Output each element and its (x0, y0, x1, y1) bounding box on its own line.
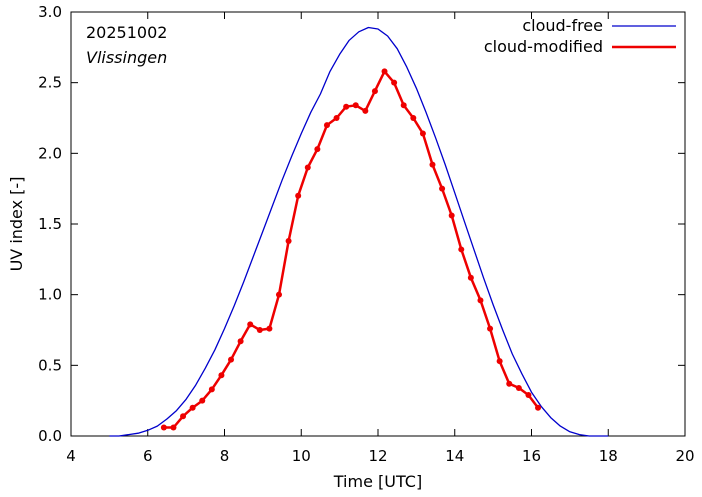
x-axis-title: Time [UTC] (333, 472, 422, 491)
data-point (410, 115, 417, 121)
y-tick-label: 2.0 (38, 144, 62, 162)
data-point (515, 384, 522, 391)
x-tick-label: 18 (599, 447, 618, 465)
y-tick-label: 0.5 (38, 356, 62, 374)
data-point (285, 237, 292, 244)
x-tick-labels: 4 6 8 10 12 14 16 18 20 (66, 447, 694, 465)
data-point (525, 392, 532, 399)
data-point (333, 115, 340, 121)
data-point (343, 103, 350, 110)
data-point (381, 68, 388, 75)
data-point (199, 397, 206, 404)
legend-label-cloud-modified: cloud-modified (484, 37, 603, 56)
y-tick-label: 2.5 (38, 74, 62, 92)
y-tick-label: 1.5 (38, 215, 62, 233)
data-point (314, 146, 321, 153)
y-tick-label: 3.0 (38, 3, 62, 21)
data-point (352, 102, 359, 109)
data-point (256, 327, 263, 333)
data-point (535, 404, 542, 411)
data-point (218, 372, 225, 379)
data-point (160, 424, 167, 431)
data-point (371, 88, 378, 95)
data-series (109, 26, 609, 437)
station-annotation: Vlissingen (86, 48, 167, 67)
y-tick-label: 1.0 (38, 286, 62, 304)
data-point (458, 246, 465, 253)
data-point (180, 413, 187, 420)
x-tick-label: 14 (445, 447, 464, 465)
data-point (189, 404, 196, 411)
data-point (170, 424, 177, 431)
x-tick-label: 8 (220, 447, 230, 465)
data-point (448, 212, 455, 219)
legend: cloud-free cloud-modified (484, 16, 676, 56)
x-tick-label: 10 (292, 447, 311, 465)
y-tick-labels: 0.0 0.5 1.0 1.5 2.0 2.5 3.0 (38, 3, 62, 445)
x-tick-label: 6 (143, 447, 153, 465)
data-point (228, 356, 235, 363)
date-annotation: 20251002 (86, 23, 167, 42)
x-tick-label: 4 (66, 447, 76, 465)
y-tick-label: 0.0 (38, 427, 62, 445)
data-point (295, 192, 302, 199)
data-point (391, 79, 398, 86)
data-point (208, 386, 215, 393)
data-point (467, 274, 474, 281)
x-tick-label: 20 (675, 447, 694, 465)
data-point (275, 291, 282, 298)
x-tick-label: 12 (368, 447, 387, 465)
data-point (247, 321, 254, 328)
axis-ticks (70, 11, 686, 437)
data-point (487, 325, 494, 332)
x-tick-label: 16 (522, 447, 541, 465)
data-point (419, 130, 426, 137)
data-point (266, 325, 273, 332)
plot-frame (70, 11, 686, 437)
data-point (237, 338, 244, 345)
data-point (429, 161, 436, 168)
data-point (506, 380, 513, 387)
data-point (477, 297, 484, 304)
series-line-cloud-modified (163, 70, 539, 429)
data-point (439, 185, 446, 192)
series-line-cloud-free (109, 26, 609, 437)
legend-label-cloud-free: cloud-free (522, 16, 603, 35)
y-axis-title: UV index [-] (7, 177, 26, 272)
data-point (362, 107, 369, 114)
data-point (496, 358, 503, 365)
data-point (323, 122, 330, 129)
data-point (304, 164, 311, 171)
data-point (400, 102, 407, 109)
